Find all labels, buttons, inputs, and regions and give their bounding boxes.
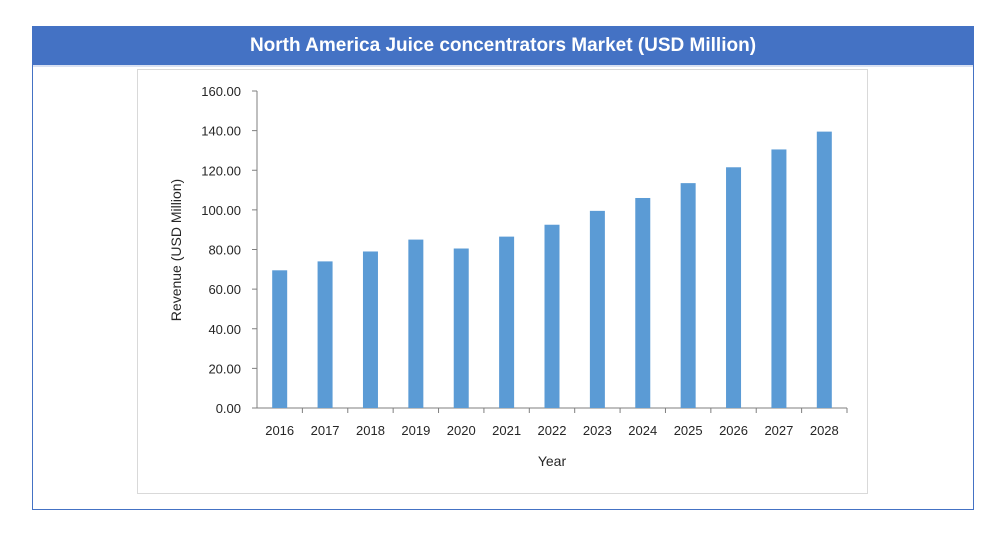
bar-2017 xyxy=(317,261,333,408)
y-tick-label: 40.00 xyxy=(208,322,241,337)
y-axis-ticks: 0.00 20.00 40.00 60.00 80.00 100.00 120.00 140.… xyxy=(201,84,257,416)
x-tick-label: 2021 xyxy=(492,423,521,438)
bar-2019 xyxy=(408,239,424,408)
x-tick-label: 2027 xyxy=(764,423,793,438)
x-axis-ticks: 2016 2017 2018 2019 2020 2021 2022 2023 2024 2025… xyxy=(265,408,848,438)
bars xyxy=(272,131,832,408)
x-tick-label: 2017 xyxy=(311,423,340,438)
bar-2022 xyxy=(544,224,560,408)
bar-2018 xyxy=(362,251,378,408)
x-tick-label: 2016 xyxy=(265,423,294,438)
y-axis-label: Revenue (USD Million) xyxy=(168,179,184,321)
bar-2021 xyxy=(499,236,515,408)
x-tick-label: 2025 xyxy=(674,423,703,438)
y-tick-label: 60.00 xyxy=(208,282,241,297)
bar-2027 xyxy=(771,149,787,408)
y-tick-label: 100.00 xyxy=(201,203,241,218)
y-tick-label: 140.00 xyxy=(201,124,241,139)
x-tick-label: 2026 xyxy=(719,423,748,438)
bar-2028 xyxy=(816,131,832,408)
y-tick-label: 0.00 xyxy=(216,401,241,416)
y-tick-label: 160.00 xyxy=(201,84,241,99)
x-tick-label: 2028 xyxy=(810,423,839,438)
x-tick-label: 2023 xyxy=(583,423,612,438)
x-tick-label: 2020 xyxy=(447,423,476,438)
y-tick-label: 120.00 xyxy=(201,163,241,178)
chart-title: North America Juice concentrators Market… xyxy=(33,27,973,67)
bar-2026 xyxy=(726,167,742,408)
bar-2020 xyxy=(453,248,469,408)
x-tick-label: 2018 xyxy=(356,423,385,438)
x-tick-label: 2024 xyxy=(628,423,657,438)
bar-2024 xyxy=(635,197,651,408)
bar-2023 xyxy=(589,210,605,408)
x-tick-label: 2019 xyxy=(401,423,430,438)
bar-2025 xyxy=(680,183,696,408)
y-tick-label: 20.00 xyxy=(208,361,241,376)
x-tick-label: 2022 xyxy=(538,423,567,438)
bar-2016 xyxy=(272,270,288,408)
x-axis-label: Year xyxy=(538,453,567,469)
y-tick-label: 80.00 xyxy=(208,243,241,258)
